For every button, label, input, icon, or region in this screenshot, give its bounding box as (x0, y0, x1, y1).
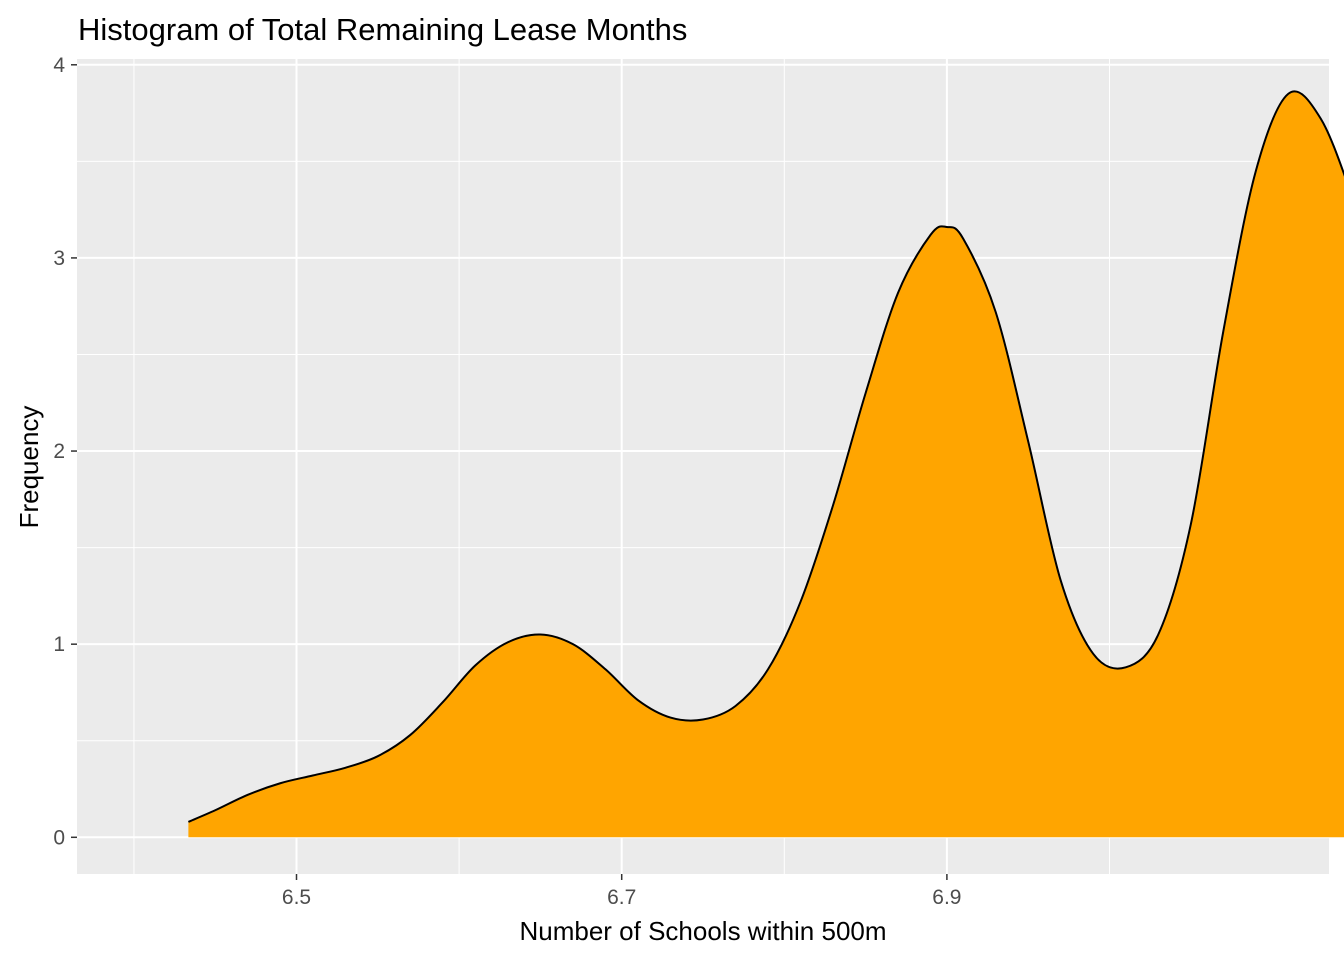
y-tick-label: 3 (53, 247, 65, 270)
y-tick-label: 0 (53, 826, 65, 849)
y-tick-label: 4 (53, 54, 65, 77)
x-tick-label: 6.5 (282, 886, 311, 909)
density-area (188, 91, 1344, 838)
y-tick-label: 2 (53, 440, 65, 463)
y-axis-title: Frequency (14, 406, 44, 529)
x-tick-label: 6.9 (932, 886, 961, 909)
y-tick-label: 1 (53, 633, 65, 656)
y-axis: 0 1 2 3 4 (53, 54, 77, 849)
chart-title: Histogram of Total Remaining Lease Month… (78, 12, 687, 47)
series-layer (187, 90, 1344, 838)
x-axis-title: Number of Schools within 500m (519, 916, 886, 946)
x-axis: 6.5 6.7 6.9 (282, 874, 961, 909)
x-tick-label: 6.7 (607, 886, 636, 909)
density-line (187, 90, 1344, 823)
